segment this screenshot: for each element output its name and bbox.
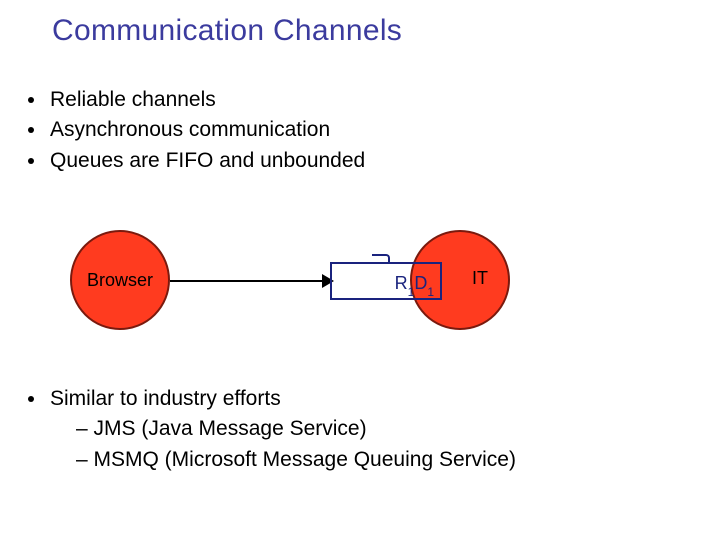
list-item: Queues are FIFO and unbounded xyxy=(28,146,365,176)
bullet-icon xyxy=(28,158,34,164)
queue-box: R1D1 xyxy=(330,262,442,300)
sub-list-item: – MSMQ (Microsoft Message Queuing Servic… xyxy=(76,445,516,475)
diagram: Browser R1D1 IT xyxy=(70,230,550,350)
list-item: Asynchronous communication xyxy=(28,115,365,145)
node-label: Browser xyxy=(87,270,153,291)
list-item: Similar to industry efforts xyxy=(28,384,516,414)
bullet-icon xyxy=(28,396,34,402)
bullet-text: Queues are FIFO and unbounded xyxy=(50,146,365,176)
bullet-icon xyxy=(28,127,34,133)
queue-text: R1D1 xyxy=(395,274,434,296)
node-browser: Browser xyxy=(70,230,170,330)
queue-item: D1 xyxy=(414,273,434,293)
list-item: Reliable channels xyxy=(28,85,365,115)
queue-item: R1 xyxy=(395,273,415,293)
node-it-label: IT xyxy=(472,268,488,289)
bullet-icon xyxy=(28,97,34,103)
sub-list-item: – JMS (Java Message Service) xyxy=(76,414,516,444)
top-bullet-list: Reliable channels Asynchronous communica… xyxy=(28,85,365,176)
edge-arrow-line xyxy=(170,280,328,282)
bullet-text: Similar to industry efforts xyxy=(50,384,281,414)
bullet-text: Asynchronous communication xyxy=(50,115,330,145)
page-title: Communication Channels xyxy=(52,14,402,48)
bullet-text: Reliable channels xyxy=(50,85,216,115)
bottom-bullet-list: Similar to industry efforts – JMS (Java … xyxy=(28,384,516,475)
